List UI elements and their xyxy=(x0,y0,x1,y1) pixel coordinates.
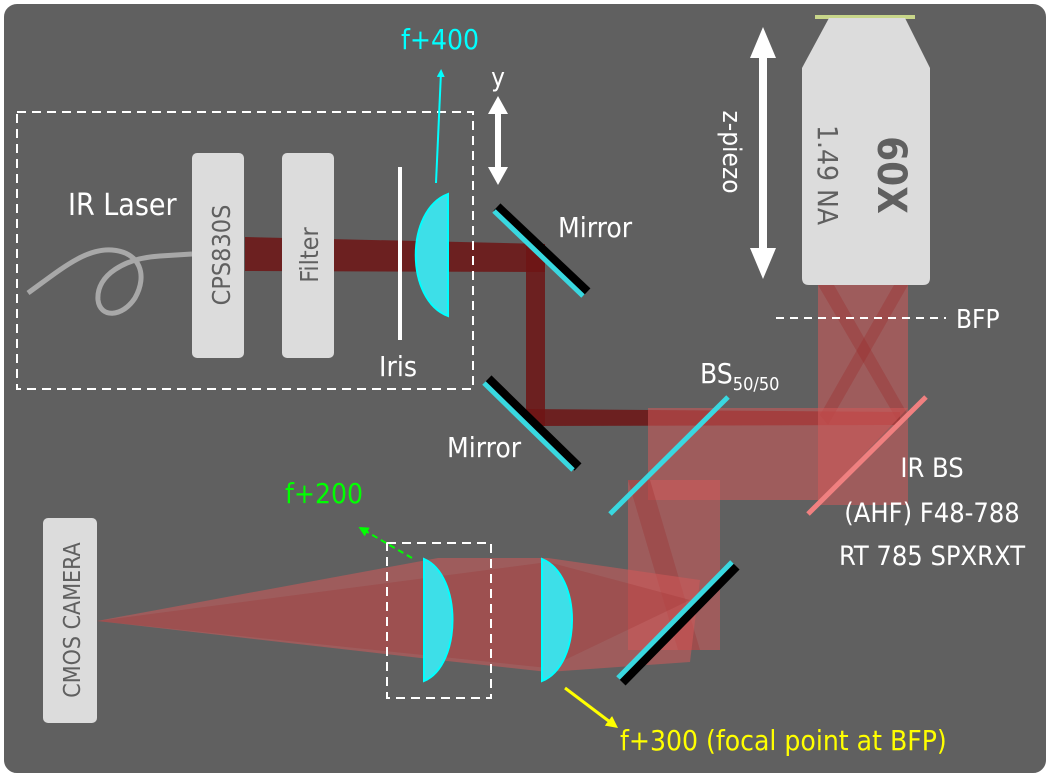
bfp-label: BFP xyxy=(956,305,1000,335)
fiber-icon xyxy=(26,247,193,316)
lens-400-icon xyxy=(414,192,449,318)
lens-300-label: f+300 (focal point at BFP) xyxy=(620,724,947,757)
bs-sub: 50/50 xyxy=(733,374,780,395)
objective-na: 1.49 NA xyxy=(811,125,844,226)
lens-300-icon xyxy=(541,557,573,683)
ir-bs-label-1: IR BS xyxy=(900,453,963,484)
objective-beam-cross-2 xyxy=(820,285,908,425)
z-piezo-double-arrow-icon xyxy=(750,27,776,279)
laser-enclosure xyxy=(16,111,474,390)
filter-box xyxy=(282,153,334,358)
bs-main: BS xyxy=(700,357,733,390)
mirror-lower-icon xyxy=(616,560,740,686)
objective-beam-cross-1 xyxy=(818,285,908,425)
lens-400-label: f+400 xyxy=(401,23,479,56)
cps-box xyxy=(192,153,244,358)
objective-top-cap xyxy=(815,15,915,19)
lens-400-arrow xyxy=(435,69,445,184)
y-double-arrow-icon xyxy=(488,96,508,185)
objective-icon xyxy=(802,18,930,285)
lens-200-icon xyxy=(423,557,454,683)
ir-bs-label-2: (AHF) F48-788 xyxy=(844,498,1020,529)
bs-label: BS50/50 xyxy=(700,357,779,395)
mirror-bottom-label: Mirror xyxy=(447,431,522,464)
camera-label: CMOS CAMERA xyxy=(60,542,86,697)
mirror-bottom-icon xyxy=(482,375,582,472)
ir-bs-icon xyxy=(806,395,928,516)
lens-200-label: f+200 xyxy=(285,477,363,510)
ir-laser-label: IR Laser xyxy=(68,188,178,223)
objective-magnification: 60X xyxy=(868,136,914,214)
camera-icon xyxy=(43,518,97,723)
lens-300-arrow xyxy=(564,686,618,729)
bs-50-50-icon xyxy=(608,395,730,516)
z-piezo-label: z-piezo xyxy=(716,110,746,193)
y-axis-label: y xyxy=(491,63,505,93)
iris-label: Iris xyxy=(379,350,417,383)
mirror-top-label: Mirror xyxy=(558,211,633,244)
filter-label: Filter xyxy=(295,226,324,282)
lens-200-enclosure xyxy=(386,542,492,699)
cps-label: CPS830S xyxy=(207,205,236,306)
mirror-top-icon xyxy=(492,203,591,298)
return-beam-horizontal xyxy=(648,408,908,500)
laser-beam-vertical xyxy=(526,244,545,426)
ir-bs-label-3: RT 785 SPXRXT xyxy=(839,541,1025,572)
